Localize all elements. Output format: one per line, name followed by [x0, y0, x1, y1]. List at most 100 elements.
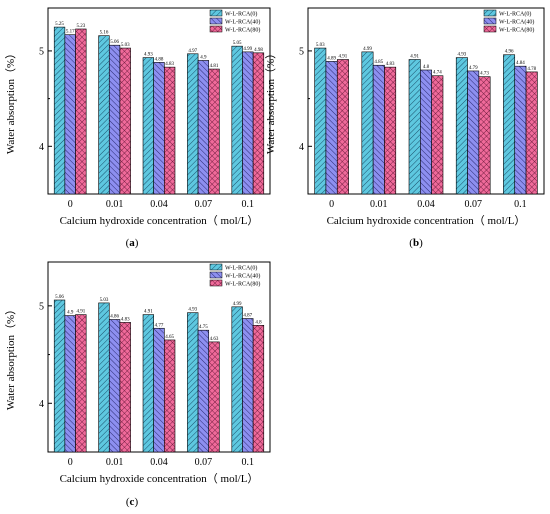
x-tick-label: 0.04	[150, 199, 168, 210]
data-label: 4.63	[210, 337, 219, 342]
panel-caption: (c)	[126, 496, 139, 508]
legend-label: W-L-RCA(40)	[499, 19, 534, 26]
y-tick-label: 5	[39, 46, 44, 57]
bar	[455, 57, 468, 195]
bar	[420, 69, 432, 195]
data-label: 4.83	[121, 317, 130, 322]
data-label: 4.86	[110, 314, 119, 319]
legend-swatch	[209, 271, 223, 279]
data-label: 4.74	[433, 71, 442, 76]
legend: W-L-RCA(0)W-L-RCA(40)W-L-RCA(80)	[209, 9, 260, 34]
data-label: 4.77	[155, 323, 164, 328]
y-axis-label: Water absorption（%）	[4, 48, 17, 154]
chart-panel-a: 4 5 Water absorption（%） 0 5.255.175.23 0.01 5.…	[4, 7, 271, 249]
x-tick-label: 0.1	[242, 199, 255, 210]
data-label: 4.87	[243, 314, 252, 319]
data-label: 4.99	[363, 47, 372, 52]
bar	[53, 26, 66, 195]
bar	[503, 54, 516, 195]
legend-label: W-L-RCA(0)	[499, 11, 531, 18]
bar	[252, 325, 265, 453]
data-label: 4.83	[386, 62, 395, 67]
x-tick-label: 0.1	[242, 457, 255, 468]
y-tick-label: 4	[39, 142, 44, 153]
data-label: 4.79	[469, 66, 478, 71]
x-tick-label: 0	[68, 457, 73, 468]
caption-paren: (	[409, 237, 413, 249]
x-axis-label: Calcium hydroxide concentration（ mol/L）	[327, 214, 526, 227]
y-tick-label: 4	[39, 399, 44, 410]
bar	[231, 45, 243, 195]
caption-letter: a	[129, 237, 135, 249]
data-label: 5.23	[76, 24, 85, 29]
data-label: 5.25	[55, 22, 64, 27]
y-tick-label: 5	[39, 301, 44, 312]
data-label: 4.98	[254, 48, 263, 53]
bar	[325, 61, 338, 195]
x-tick-label: 0.1	[514, 199, 527, 210]
data-label: 4.8	[423, 65, 430, 70]
caption-paren: (	[126, 237, 130, 249]
data-label: 5.16	[100, 31, 109, 36]
data-label: 4.99	[233, 302, 242, 307]
data-label: 4.93	[457, 53, 466, 58]
caption-paren: (	[126, 496, 130, 508]
bar	[53, 299, 66, 453]
x-tick-label: 0	[329, 199, 334, 210]
bar	[242, 318, 254, 453]
bar	[142, 57, 154, 195]
x-tick-label: 0	[68, 199, 73, 210]
bar	[231, 306, 243, 453]
y-tick-label: 4	[299, 142, 304, 153]
bar	[197, 60, 210, 195]
bar	[98, 302, 110, 453]
data-label: 4.91	[76, 310, 85, 315]
caption-paren: )	[419, 237, 423, 249]
legend-swatch	[209, 279, 223, 287]
panel-caption: (b)	[409, 237, 423, 249]
data-label: 4.96	[505, 50, 514, 55]
caption-paren: )	[135, 237, 139, 249]
data-label: 4.93	[188, 308, 197, 313]
legend-label: W-L-RCA(80)	[225, 27, 260, 34]
x-tick-label: 0.01	[106, 457, 124, 468]
y-axis-label: Water absorption（%）	[264, 48, 277, 154]
bar	[119, 47, 131, 195]
data-label: 5.03	[100, 298, 109, 303]
data-label: 4.91	[144, 310, 153, 315]
bar	[64, 315, 76, 453]
legend-swatch	[209, 263, 223, 271]
data-label: 4.93	[144, 53, 153, 58]
bar	[478, 76, 491, 195]
legend-label: W-L-RCA(80)	[499, 27, 534, 34]
data-label: 5.05	[233, 41, 242, 46]
bar	[75, 314, 87, 453]
legend-label: W-L-RCA(40)	[225, 19, 260, 26]
y-tick-label: 5	[299, 46, 304, 57]
data-label: 4.65	[165, 335, 174, 340]
bar	[252, 52, 265, 195]
x-tick-label: 0.01	[370, 199, 388, 210]
data-label: 5.03	[316, 43, 325, 48]
legend-label: W-L-RCA(80)	[225, 281, 260, 288]
bar	[153, 327, 165, 453]
data-label: 4.75	[199, 325, 208, 330]
data-label: 5.17	[66, 30, 75, 35]
bar	[187, 53, 199, 195]
data-label: 4.9	[67, 311, 74, 316]
x-tick-label: 0.07	[464, 199, 482, 210]
legend-swatch	[483, 25, 497, 33]
bar	[408, 59, 421, 195]
data-label: 4.89	[327, 56, 336, 61]
bar	[119, 322, 131, 453]
bar	[242, 51, 254, 195]
data-label: 4.81	[210, 64, 219, 69]
bar	[525, 71, 538, 195]
caption-letter: c	[130, 496, 135, 508]
bar	[108, 319, 121, 453]
x-axis-label: Calcium hydroxide concentration（ mol/L）	[60, 472, 259, 485]
bar	[336, 59, 349, 195]
